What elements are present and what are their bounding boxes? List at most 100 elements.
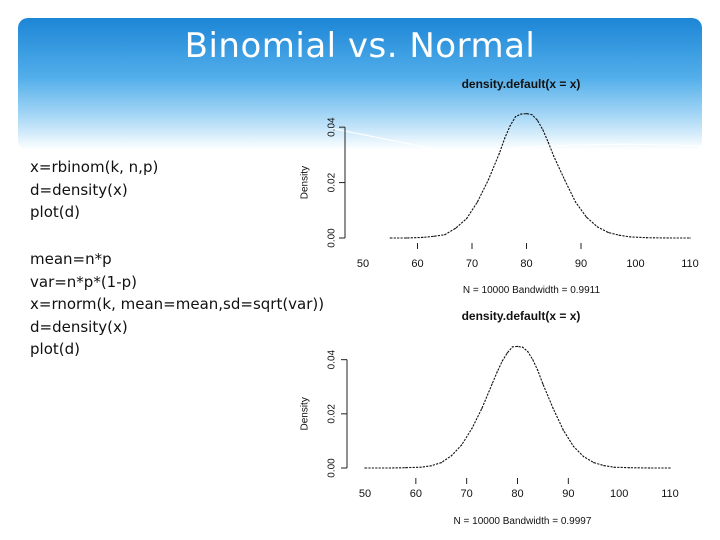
x-tick-label: 90: [575, 258, 587, 270]
density-point: [618, 234, 620, 236]
density-point: [422, 236, 424, 238]
density-plot-normal: density.default(x = x) 0.00 0.02 0.04 Densit…: [300, 309, 679, 527]
y-axis-label: Density: [300, 397, 311, 430]
density-point: [603, 465, 605, 467]
density-point: [564, 179, 566, 181]
density-point: [574, 201, 577, 203]
density-point: [516, 345, 519, 347]
density-point: [389, 237, 391, 239]
density-point: [487, 179, 489, 181]
density-point: [553, 155, 555, 157]
density-point: [450, 455, 452, 457]
density-point: [689, 237, 691, 239]
code-line: var=n*p*(1-p): [30, 272, 138, 291]
density-point: [504, 137, 506, 139]
x-tick-label: 110: [681, 258, 699, 270]
code-line: plot(d): [30, 203, 80, 221]
density-point: [562, 429, 564, 431]
decorative-swoosh: [329, 127, 703, 201]
density-point: [593, 462, 595, 464]
code-line: mean=n*p: [30, 250, 112, 268]
slide-title: Binomial vs. Normal: [184, 26, 536, 66]
code-line: x=rnorm(k, mean=mean,sd=sqrt(var)): [30, 295, 325, 313]
code-line: x=rbinom(k, n,p): [30, 158, 159, 176]
x-tick-label: 110: [661, 488, 679, 500]
x-tick-label: 100: [610, 488, 628, 500]
y-axis-label: Density: [300, 166, 311, 199]
density-point: [607, 231, 609, 234]
x-tick-label: 80: [520, 258, 532, 270]
density-point: [506, 352, 508, 354]
density-point: [491, 383, 493, 385]
density-point: [433, 235, 435, 237]
density-point: [455, 227, 457, 229]
density-point: [629, 236, 631, 238]
density-plot-binomial: density.default(x = x) 0.00 0.02 0.04 Densit…: [300, 77, 699, 296]
density-point: [496, 371, 498, 373]
code-block-binomial: x=rbinom(k, n,p) d=density(x) plot(d): [30, 156, 158, 224]
density-line: [365, 345, 670, 469]
code-block-normal: mean=n*p var=n*p*(1-p) x=rnorm(k, mean=m…: [30, 248, 324, 361]
density-point: [531, 114, 533, 116]
x-tick-label: 80: [511, 488, 523, 500]
density-point: [444, 234, 446, 236]
header-band: [18, 18, 702, 150]
x-tick-label: 100: [626, 258, 644, 270]
chart-title: density.default(x = x): [462, 77, 581, 91]
x-tick-label: 60: [410, 488, 422, 500]
density-point: [509, 125, 511, 127]
density-point: [498, 152, 500, 155]
density-point: [542, 129, 544, 131]
density-point: [511, 346, 513, 348]
density-point: [420, 466, 422, 468]
x-axis-label: N = 10000 Bandwidth = 0.9997: [454, 516, 592, 527]
density-point: [364, 467, 366, 469]
density-point: [585, 216, 588, 218]
code-line: d=density(x): [30, 180, 128, 199]
density-point: [440, 462, 442, 464]
y-tick-label: 0.00: [327, 228, 338, 248]
density-point: [430, 465, 432, 467]
density-point: [522, 346, 524, 348]
density-point: [532, 359, 534, 361]
code-line: d=density(x): [30, 317, 128, 336]
density-point: [645, 237, 648, 239]
x-tick-label: 70: [466, 258, 478, 270]
density-line: [390, 113, 690, 239]
density-point: [406, 237, 408, 239]
x-axis-label: N = 10000 Bandwidth = 0.9911: [463, 285, 601, 296]
density-point: [501, 360, 503, 362]
density-point: [669, 467, 671, 469]
density-point: [537, 369, 539, 372]
density-point: [525, 113, 528, 115]
density-point: [520, 113, 522, 115]
y-tick-label: 0.04: [327, 117, 338, 137]
chart-title: density.default(x = x): [462, 309, 581, 323]
density-point: [515, 116, 517, 118]
density-point: [536, 119, 539, 121]
density-point: [613, 466, 615, 468]
density-point: [547, 141, 549, 143]
density-point: [583, 456, 585, 458]
density-point: [542, 383, 544, 385]
density-point: [461, 444, 463, 446]
density-point: [405, 467, 407, 469]
density-point: [389, 467, 391, 469]
density-point: [552, 407, 554, 409]
density-point: [667, 237, 669, 239]
y-tick-label: 0.02: [327, 404, 338, 424]
x-tick-label: 50: [357, 258, 369, 270]
y-tick-label: 0.00: [327, 458, 338, 478]
density-point: [527, 350, 529, 353]
density-point: [476, 201, 478, 203]
y-tick-label: 0.04: [327, 349, 338, 369]
x-tick-label: 50: [359, 488, 371, 500]
density-point: [471, 428, 473, 430]
density-point: [466, 218, 468, 220]
y-tick-label: 0.02: [327, 172, 338, 192]
x-tick-label: 60: [411, 258, 423, 270]
density-point: [572, 445, 575, 447]
density-point: [596, 226, 599, 228]
density-point: [628, 467, 630, 469]
